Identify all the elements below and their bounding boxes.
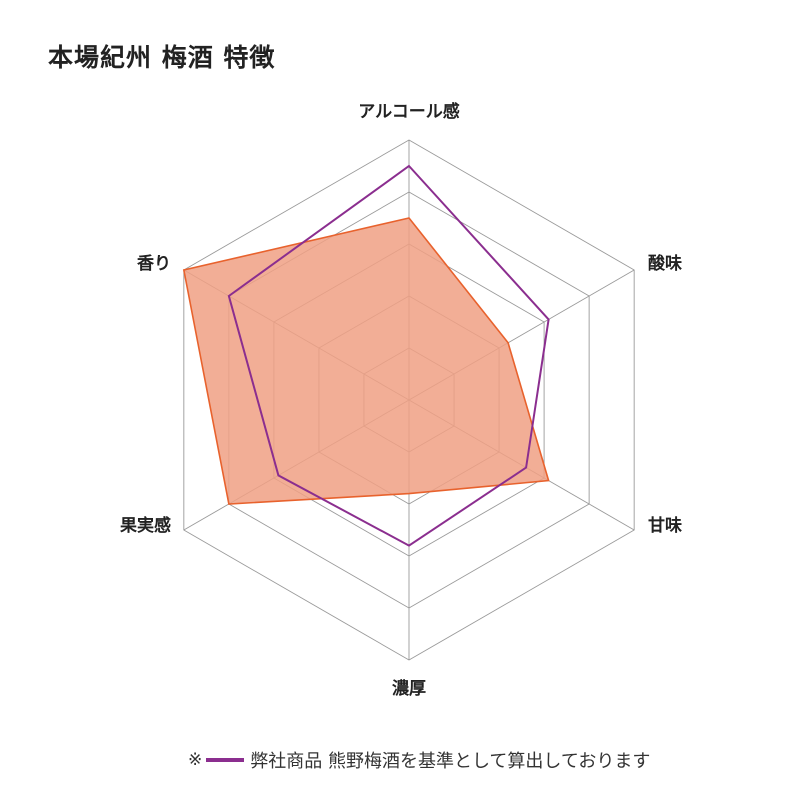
radar-series	[182, 164, 550, 547]
note-mark: ※	[188, 750, 203, 770]
axis-label-5: 果実感	[120, 515, 171, 536]
product-area	[182, 217, 550, 505]
reference-line	[227, 164, 550, 547]
chart-title: 本場紀州 梅酒 特徴	[48, 43, 276, 72]
legend-swatch-reference	[206, 758, 245, 762]
axis-label-3: 甘味	[648, 515, 682, 536]
axis-label-2: 酸味	[648, 253, 682, 274]
axis-label-1: アルコール感	[358, 101, 460, 122]
axis-label-6: 香り	[137, 254, 171, 274]
legend-note: 弊社商品 熊野梅酒を基準として算出しております	[250, 751, 651, 772]
axis-label-4: 濃厚	[392, 678, 426, 699]
legend: ※ 弊社商品 熊野梅酒を基準として算出しております	[188, 746, 650, 774]
